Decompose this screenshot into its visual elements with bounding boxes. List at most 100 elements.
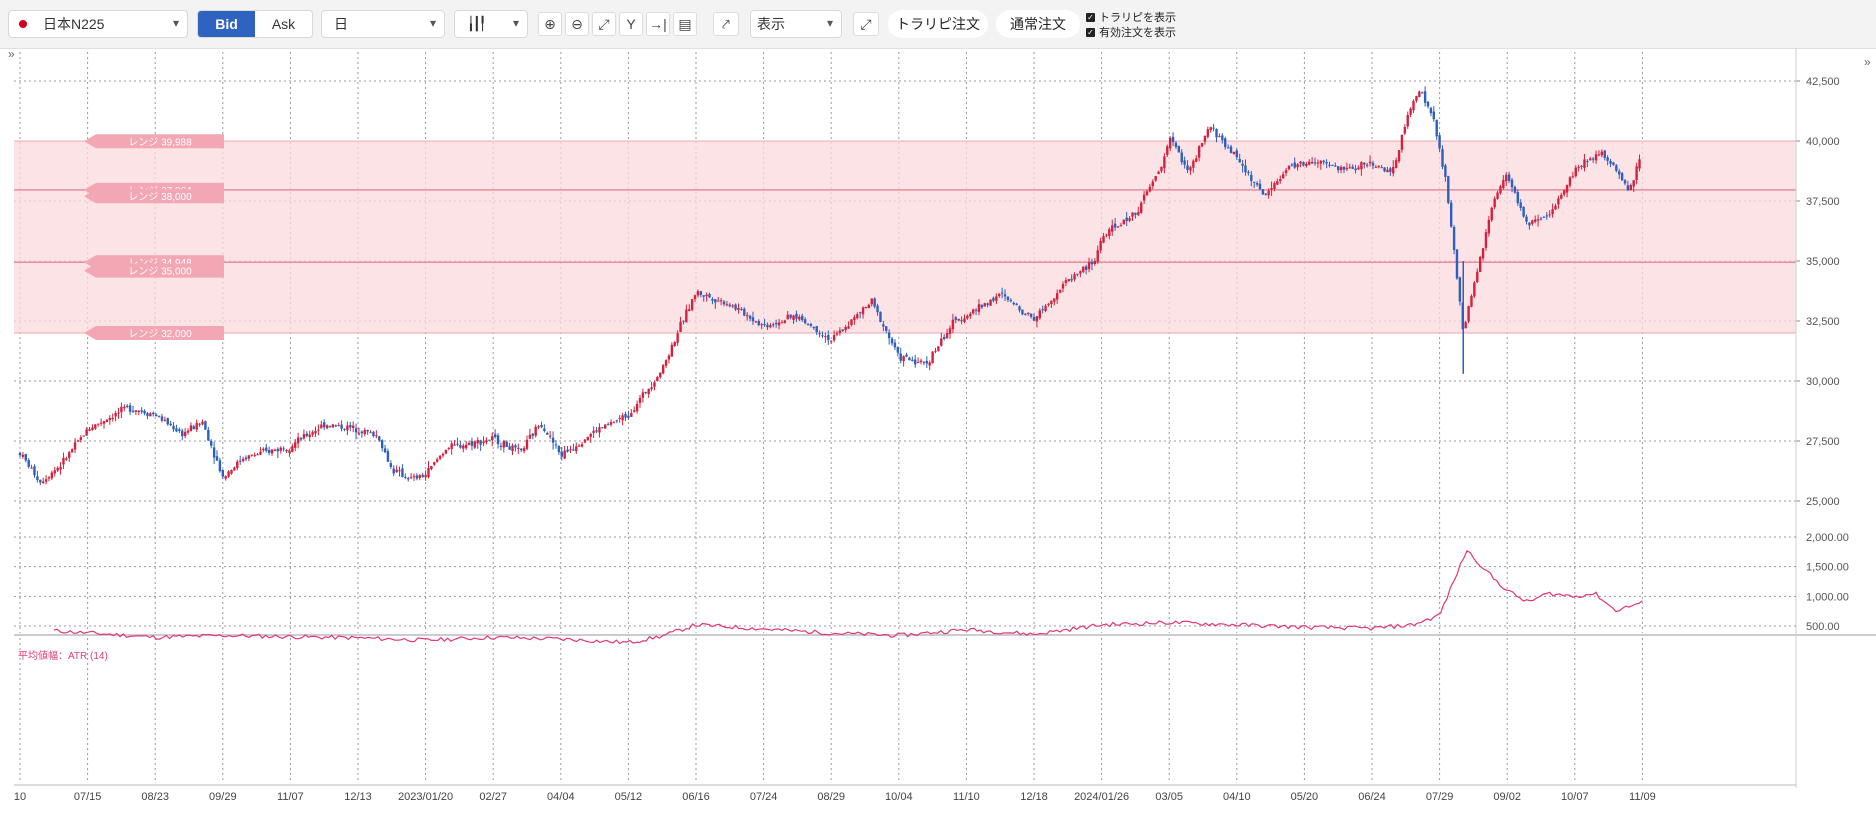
- candle-body: [488, 439, 491, 441]
- candle-body: [131, 410, 135, 412]
- candle-body: [204, 421, 207, 430]
- candle-body: [621, 415, 624, 421]
- candle-body: [995, 296, 998, 301]
- zoom-in-icon[interactable]: ⊕: [538, 12, 562, 36]
- candle-body: [1290, 164, 1294, 166]
- candle-body: [1232, 151, 1236, 154]
- candle-body: [134, 410, 138, 412]
- candle-body: [1281, 174, 1285, 179]
- candle-body: [415, 475, 419, 479]
- candle-body: [1499, 186, 1502, 194]
- candle-body: [1082, 266, 1085, 272]
- zoom-out-icon[interactable]: ⊖: [565, 12, 589, 36]
- candle-body: [847, 326, 850, 329]
- candle-body: [551, 437, 555, 443]
- expand-left-icon[interactable]: »: [8, 47, 15, 61]
- candle-body: [1212, 127, 1215, 129]
- candle-body: [125, 405, 129, 407]
- candle-body: [772, 324, 775, 326]
- candle-body: [462, 445, 465, 449]
- candle-body: [734, 304, 737, 310]
- show-trarip-checkbox[interactable]: ✓ トラリピを表示: [1086, 9, 1176, 25]
- candle-body: [395, 469, 398, 473]
- normal-order-button[interactable]: 通常注文: [996, 10, 1080, 38]
- candle-body: [453, 444, 456, 446]
- candle-body: [589, 434, 592, 437]
- document-icon[interactable]: ▤: [673, 12, 697, 36]
- candle-body: [885, 326, 888, 331]
- candle-body: [1206, 129, 1210, 137]
- candle-body: [1603, 150, 1606, 158]
- candle-body: [714, 299, 717, 303]
- candle-body: [1539, 218, 1543, 220]
- candle-body: [1189, 167, 1192, 171]
- candle-body: [696, 291, 700, 296]
- candle-body: [351, 425, 355, 428]
- candle-body: [369, 432, 372, 434]
- candle-body: [618, 418, 621, 420]
- indicator-icon[interactable]: ⤤: [713, 12, 739, 36]
- candle-body: [635, 403, 639, 412]
- candle-body: [1125, 217, 1128, 222]
- candle-body: [296, 437, 300, 444]
- chart-type-select[interactable]: ╽┃╿ ▾: [454, 10, 528, 38]
- candle-body: [690, 299, 694, 310]
- x-tick-label: 05/20: [1291, 791, 1319, 803]
- candle-body: [438, 455, 442, 459]
- candle-body: [1171, 136, 1175, 143]
- candle-body: [1620, 173, 1624, 181]
- x-tick-label: 08/23: [141, 791, 169, 803]
- candle-body: [328, 426, 332, 428]
- trarip-order-button[interactable]: トラリピ注文: [888, 10, 988, 38]
- candle-body: [169, 423, 172, 426]
- candle-body: [163, 419, 167, 421]
- expand-right-icon[interactable]: »: [1864, 55, 1871, 69]
- candle-body: [899, 353, 902, 361]
- candle-body: [247, 455, 251, 459]
- x-tick-label: 12/18: [1020, 791, 1048, 803]
- range-label: レンジ 35,000: [84, 263, 224, 278]
- candle-body: [1403, 127, 1407, 134]
- candle-body: [1528, 222, 1531, 226]
- candlestick-icon: ╽┃╿: [467, 16, 487, 31]
- show-valid-orders-checkbox[interactable]: ✓ 有効注文を表示: [1086, 24, 1176, 40]
- price-lock-icon[interactable]: Y: [619, 12, 643, 36]
- symbol-select[interactable]: 日本N225 ▾: [8, 10, 188, 38]
- candle-body: [705, 294, 708, 297]
- bid-button[interactable]: Bid: [198, 11, 255, 37]
- candle-body: [685, 309, 688, 323]
- candle-body: [1229, 146, 1233, 153]
- candle-body: [279, 447, 282, 451]
- fit-icon[interactable]: ⤢: [592, 12, 616, 36]
- candle-body: [253, 455, 256, 457]
- candle-body: [1325, 162, 1328, 164]
- candle-body: [482, 441, 485, 444]
- candle-body: [1102, 236, 1105, 243]
- candle-body: [966, 315, 969, 319]
- candle-body: [1565, 185, 1569, 193]
- candle-body: [945, 333, 949, 339]
- period-select[interactable]: 日 ▾: [321, 10, 445, 38]
- candle-body: [1522, 206, 1525, 217]
- ask-button[interactable]: Ask: [271, 16, 296, 32]
- display-select[interactable]: 表示 ▾: [750, 10, 842, 38]
- candle-body: [937, 346, 940, 351]
- candle-body: [1554, 205, 1557, 210]
- candle-body: [1287, 165, 1291, 170]
- candle-body: [627, 415, 630, 418]
- candle-body: [1012, 302, 1015, 305]
- candle-body: [349, 424, 352, 428]
- x-tick-label: 10/07: [1561, 791, 1589, 803]
- candle-body: [1597, 154, 1601, 156]
- fullscreen-icon[interactable]: ⤢: [853, 12, 879, 36]
- jump-latest-icon[interactable]: →|: [646, 12, 670, 36]
- candle-body: [282, 448, 285, 450]
- candle-body: [969, 313, 972, 317]
- candle-body: [270, 449, 274, 454]
- x-tick-label: 07/29: [1426, 791, 1454, 803]
- candle-body: [1009, 299, 1013, 302]
- candle-body: [1591, 158, 1595, 160]
- candle-body: [1513, 186, 1517, 193]
